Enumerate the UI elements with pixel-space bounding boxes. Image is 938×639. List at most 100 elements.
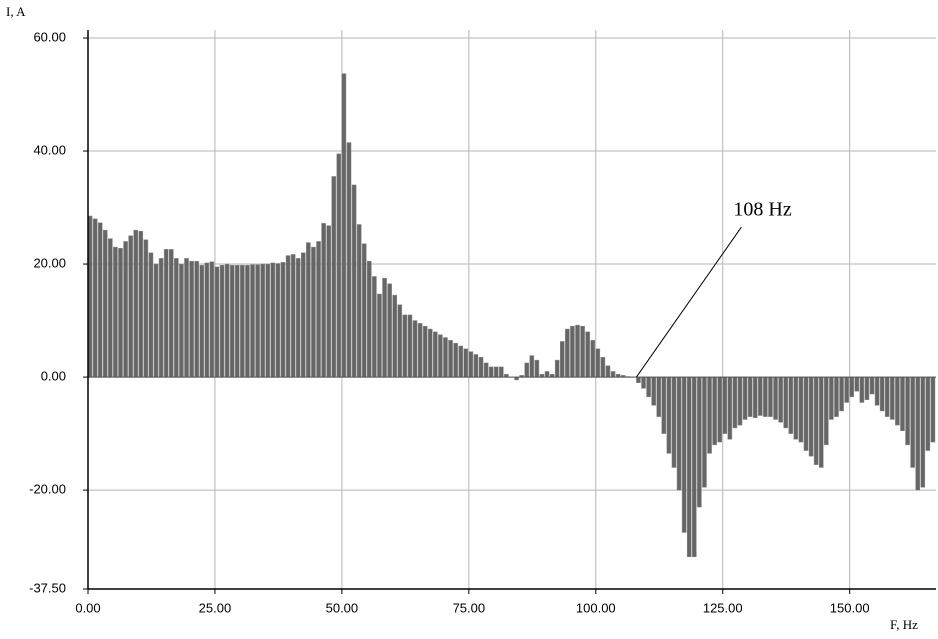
- bar: [387, 283, 392, 378]
- bar: [463, 348, 469, 378]
- x-tick-label: 100.00: [576, 600, 616, 615]
- bar: [869, 376, 875, 395]
- bar: [824, 376, 829, 446]
- bar: [260, 263, 265, 378]
- bar: [427, 328, 433, 378]
- bar: [803, 376, 809, 451]
- bar: [859, 376, 865, 403]
- bar: [372, 276, 377, 378]
- bar: [123, 241, 128, 378]
- bar: [910, 376, 915, 468]
- bar: [874, 376, 880, 406]
- bar: [666, 376, 672, 454]
- bar: [636, 376, 641, 383]
- bar: [295, 258, 301, 378]
- bar: [331, 176, 337, 378]
- bar: [783, 376, 788, 429]
- bar: [722, 376, 728, 434]
- bar: [829, 376, 834, 420]
- bar: [92, 218, 98, 378]
- bar: [168, 249, 174, 378]
- bar: [285, 255, 291, 378]
- bar: [895, 376, 900, 426]
- bar: [377, 293, 382, 378]
- bar: [468, 351, 474, 378]
- bar: [270, 262, 276, 378]
- bar: [915, 376, 921, 491]
- bar: [737, 376, 743, 426]
- bar: [732, 376, 738, 429]
- bar: [686, 376, 692, 558]
- bar: [524, 362, 530, 378]
- bar: [341, 73, 347, 378]
- bar: [367, 260, 372, 378]
- bar: [194, 260, 199, 378]
- bar: [361, 243, 367, 378]
- bar: [864, 376, 870, 400]
- bar: [204, 262, 210, 378]
- bar: [326, 225, 331, 378]
- bar: [311, 246, 316, 378]
- bar: [392, 294, 397, 378]
- bar: [275, 263, 281, 378]
- bar: [671, 376, 677, 468]
- bar: [113, 246, 118, 378]
- bar: [316, 241, 321, 378]
- bar: [321, 223, 326, 378]
- bar: [900, 376, 905, 432]
- bar: [707, 376, 712, 454]
- bar: [382, 277, 387, 378]
- bar: [97, 222, 103, 378]
- bar: [798, 376, 804, 443]
- bar: [473, 354, 479, 378]
- bar: [102, 229, 108, 378]
- bar: [692, 376, 697, 558]
- y-tick-label: 20.00: [33, 255, 66, 270]
- bar: [565, 328, 570, 378]
- bar: [438, 334, 443, 378]
- x-axis-label: F, Hz: [890, 617, 918, 632]
- bar: [758, 376, 763, 416]
- bar: [488, 366, 494, 378]
- y-tick-label: 40.00: [33, 142, 66, 157]
- bar: [610, 371, 616, 378]
- bar: [554, 359, 560, 378]
- bar: [717, 376, 722, 443]
- bar: [834, 376, 839, 417]
- bar: [697, 376, 702, 508]
- bar: [108, 238, 113, 378]
- bar: [646, 376, 651, 398]
- bar: [118, 247, 123, 378]
- bar: [351, 184, 357, 378]
- bar: [595, 348, 601, 378]
- bar: [417, 323, 423, 378]
- bar: [483, 362, 489, 378]
- bar: [661, 376, 667, 434]
- bar: [580, 325, 585, 378]
- bar: [346, 142, 352, 378]
- bar: [839, 376, 844, 412]
- bar: [585, 331, 590, 378]
- bar: [813, 376, 819, 465]
- bar: [214, 266, 220, 378]
- annotation-line: [635, 226, 742, 378]
- bar: [575, 324, 580, 378]
- bar: [458, 345, 463, 378]
- bar: [199, 264, 205, 378]
- bar: [158, 258, 164, 378]
- y-tick-label: -20.00: [29, 482, 66, 497]
- bar: [849, 376, 854, 398]
- y-axis-label: I, A: [6, 4, 26, 19]
- bar: [884, 376, 890, 417]
- bar: [920, 376, 926, 488]
- bar: [763, 376, 768, 417]
- bar: [529, 355, 535, 378]
- bar: [778, 376, 783, 423]
- bar: [153, 263, 159, 378]
- x-tick-label: 125.00: [703, 600, 743, 615]
- bar: [793, 376, 799, 440]
- bar: [773, 376, 778, 420]
- bar: [930, 376, 936, 443]
